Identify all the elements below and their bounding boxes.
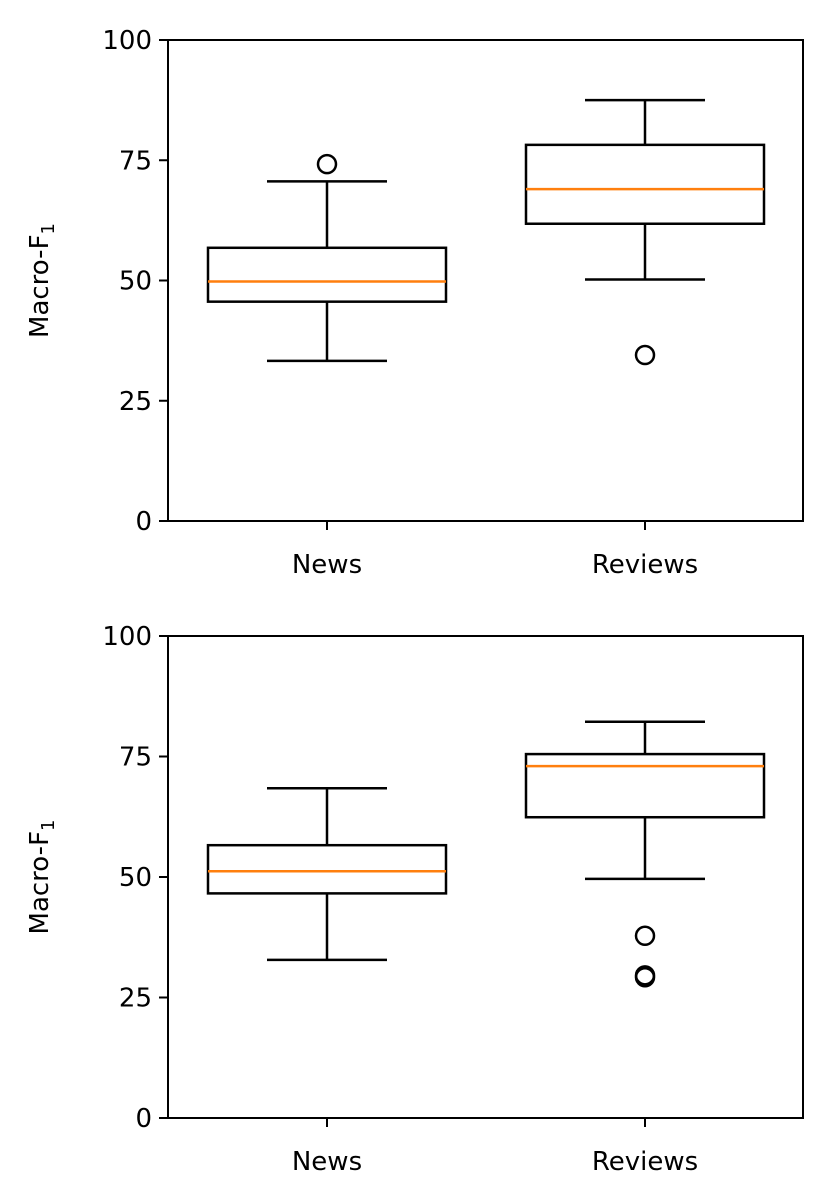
box-reviews [524, 143, 766, 225]
y-tick-label: 75 [119, 146, 152, 176]
y-tick-label: 0 [135, 1104, 152, 1134]
box-reviews [524, 752, 766, 819]
outlier-point-reviews [634, 344, 656, 366]
y-tick-label: 50 [119, 863, 152, 893]
x-tick-label: Reviews [592, 1147, 698, 1177]
x-tick-label: Reviews [592, 550, 698, 580]
outlier-point-news [316, 153, 338, 175]
y-axis-label-main: Macro-F [25, 831, 55, 935]
x-tick-label: News [292, 550, 362, 580]
y-tick-label: 0 [135, 507, 152, 537]
top-boxplot-panel: 0 25 50 75 100 Macro-F1 News Reviews [25, 26, 804, 580]
y-tick-label: 100 [102, 622, 152, 652]
y-tick-label: 50 [119, 267, 152, 297]
plot-frame [167, 635, 804, 1119]
y-tick-label: 25 [119, 984, 152, 1014]
bottom-boxplot-panel: 0 25 50 75 100 Macro-F1 News Reviews [25, 622, 804, 1177]
y-axis-label-subscript: 1 [38, 223, 59, 234]
y-axis-label-main: Macro-F [25, 234, 55, 338]
y-tick-label: 25 [119, 387, 152, 417]
box-news [206, 843, 448, 895]
outlier-point-reviews [634, 925, 656, 947]
y-axis-label-subscript: 1 [38, 820, 59, 831]
y-tick-label: 75 [119, 743, 152, 773]
y-axis-label: Macro-F1 [25, 820, 59, 935]
box-news [206, 246, 448, 303]
y-axis-label: Macro-F1 [25, 223, 59, 338]
x-tick-label: News [292, 1147, 362, 1177]
y-tick-label: 100 [102, 26, 152, 56]
outlier-point-reviews [634, 967, 656, 988]
